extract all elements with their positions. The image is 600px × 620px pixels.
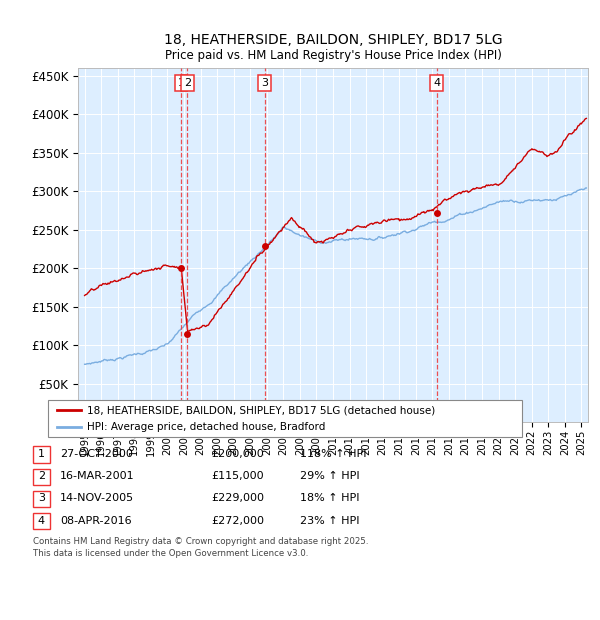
Text: 29% ↑ HPI: 29% ↑ HPI [300,471,359,481]
Text: This data is licensed under the Open Government Licence v3.0.: This data is licensed under the Open Gov… [33,549,308,557]
Text: 3: 3 [261,78,268,88]
Text: 2: 2 [38,471,45,481]
Text: 27-OCT-2000: 27-OCT-2000 [60,449,133,459]
Text: £229,000: £229,000 [211,494,264,503]
Text: 3: 3 [38,494,45,503]
Text: 16-MAR-2001: 16-MAR-2001 [60,471,134,481]
Text: 23% ↑ HPI: 23% ↑ HPI [300,516,359,526]
Text: 4: 4 [433,78,440,88]
Text: 2: 2 [184,78,191,88]
Text: HPI: Average price, detached house, Bradford: HPI: Average price, detached house, Brad… [87,422,325,432]
Text: 118% ↑ HPI: 118% ↑ HPI [300,449,367,459]
Text: 4: 4 [38,516,45,526]
Text: 18, HEATHERSIDE, BAILDON, SHIPLEY, BD17 5LG: 18, HEATHERSIDE, BAILDON, SHIPLEY, BD17 … [164,33,502,47]
Text: 1: 1 [178,78,185,88]
Text: £200,000: £200,000 [211,449,264,459]
Text: 18% ↑ HPI: 18% ↑ HPI [300,494,359,503]
Text: 1: 1 [38,449,45,459]
Text: 08-APR-2016: 08-APR-2016 [60,516,131,526]
Text: Contains HM Land Registry data © Crown copyright and database right 2025.: Contains HM Land Registry data © Crown c… [33,538,368,546]
Text: £115,000: £115,000 [211,471,264,481]
Text: Price paid vs. HM Land Registry's House Price Index (HPI): Price paid vs. HM Land Registry's House … [164,50,502,62]
Text: 14-NOV-2005: 14-NOV-2005 [60,494,134,503]
Text: 18, HEATHERSIDE, BAILDON, SHIPLEY, BD17 5LG (detached house): 18, HEATHERSIDE, BAILDON, SHIPLEY, BD17 … [87,405,435,415]
Text: £272,000: £272,000 [211,516,264,526]
